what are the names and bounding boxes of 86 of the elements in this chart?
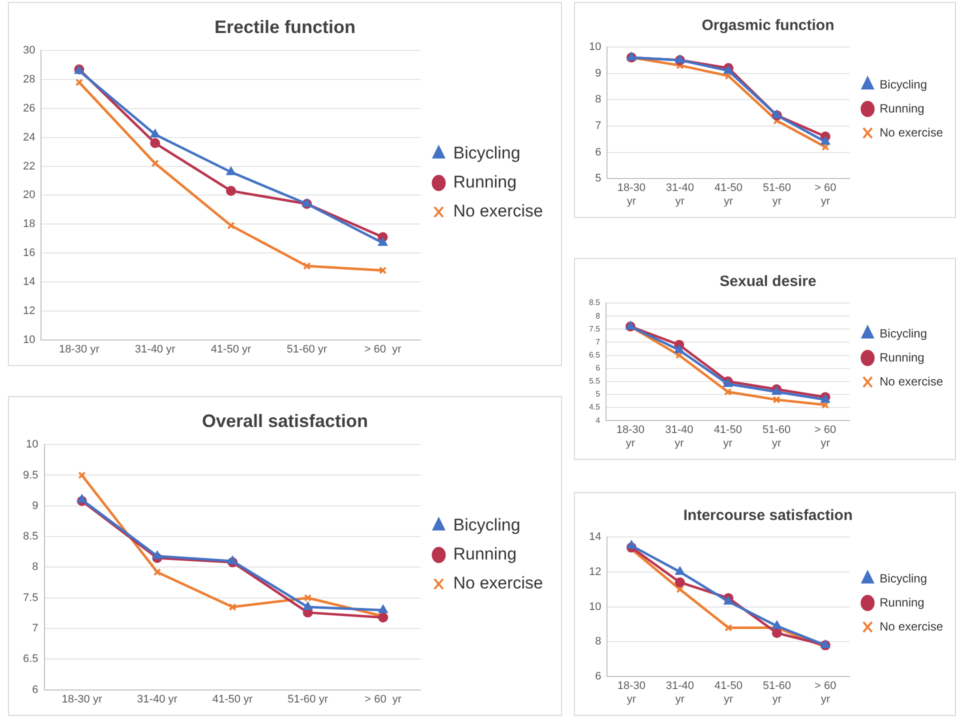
legend-label: No exercise [453,574,544,593]
legend-label: Running [880,350,924,364]
chart-title: Overall satisfaction [202,410,368,431]
x-tick-label: 51-60 yr [762,680,791,706]
y-tick-label: 7 [32,622,38,635]
y-tick-label: 6 [595,146,602,158]
y-tick-label: 10 [588,41,602,54]
x-tick-label: > 60 yr [814,680,836,706]
legend-label: Bicycling [880,571,927,586]
x-tick-label: > 60 yr [364,693,402,706]
x-tick-label: > 60 yr [364,343,402,356]
x-tick-label: 31-40 yr [134,343,176,356]
x-tick-label: 18-30 yr [616,424,645,450]
x-tick-label: 41-50 yr [210,343,252,356]
y-tick-label: 7 [595,120,602,132]
x-tick-label: 18-30 yr [59,343,100,356]
x-tick-label: 41-50 yr [714,182,743,208]
y-tick-label: 6 [596,364,601,373]
legend-label: Bicycling [453,516,520,535]
x-tick-label: 18-30 yr [617,680,646,706]
y-tick-label: 10 [26,438,38,451]
y-tick-label: 14 [22,276,36,288]
legend-label: No exercise [453,202,544,221]
y-tick-label: 5 [596,390,601,399]
y-tick-label: 6.5 [588,350,601,360]
legend-label: Bicycling [880,326,927,340]
chart-title: Sexual desire [720,273,816,290]
y-tick-label: 6 [595,670,602,683]
legend-label: No exercise [880,374,944,388]
x-tick-label: 18-30 yr [62,693,102,706]
x-tick-label: 18-30 yr [617,182,646,208]
y-tick-label: 4 [596,416,601,425]
y-tick-label: 9 [32,500,38,512]
legend-label: No exercise [880,619,944,634]
legend-label: Running [880,101,924,116]
x-tick-label: 51-60 yr [762,182,791,208]
y-tick-label: 14 [588,531,602,544]
chart-title: Orgasmic function [702,17,834,34]
x-tick-label: 51-60 yr [286,343,328,356]
legend-label: Running [453,172,517,192]
chart-title: Intercourse satisfaction [683,507,853,524]
y-tick-label: 6 [32,684,38,696]
x-tick-label: 31-40 yr [666,182,694,208]
y-tick-label: 5.5 [588,376,601,386]
y-tick-label: 5 [595,172,602,185]
y-tick-label: 8.5 [22,530,38,543]
x-tick-label: 31-40 yr [666,680,694,706]
x-tick-label: 41-50 yr [714,424,742,450]
x-tick-label: 31-40 yr [137,693,178,706]
x-tick-label: > 60 yr [814,424,836,450]
legend-label: Bicycling [453,144,520,163]
chart-title: Erectile function [214,16,356,37]
y-tick-label: 20 [22,189,36,202]
y-tick-label: 7 [596,337,601,346]
legend-label: Running [880,595,924,610]
y-tick-label: 4.5 [588,402,601,412]
y-tick-label: 12 [22,304,36,317]
y-tick-label: 9.5 [22,469,38,482]
y-tick-label: 10 [588,600,602,613]
x-tick-label: 51-60 yr [288,693,328,706]
y-tick-label: 8 [32,561,38,574]
y-tick-label: 10 [22,334,36,346]
x-tick-label: 51-60 yr [762,424,791,450]
y-tick-label: 24 [22,131,36,144]
y-tick-label: 16 [22,247,36,260]
x-tick-label: 31-40 yr [665,424,694,450]
y-tick-label: 7.5 [588,324,601,334]
y-tick-label: 8 [595,636,602,648]
x-tick-label: 41-50 yr [714,680,743,706]
legend-label: No exercise [880,125,944,140]
y-tick-label: 18 [22,218,36,230]
y-tick-label: 8.5 [588,298,601,308]
y-tick-label: 8 [596,311,601,320]
y-tick-label: 7.5 [22,592,38,604]
y-tick-label: 12 [588,566,602,578]
legend-label: Running [453,544,517,564]
x-tick-label: 41-50 yr [212,693,254,706]
y-tick-label: 6.5 [22,653,38,666]
y-tick-label: 8 [595,94,602,106]
y-tick-label: 28 [22,74,36,86]
y-tick-label: 9 [595,67,602,80]
y-tick-label: 26 [22,102,36,114]
y-tick-label: 30 [22,44,36,57]
y-tick-label: 22 [22,160,36,172]
x-tick-label: > 60 yr [814,182,836,208]
legend-label: Bicycling [880,77,927,92]
